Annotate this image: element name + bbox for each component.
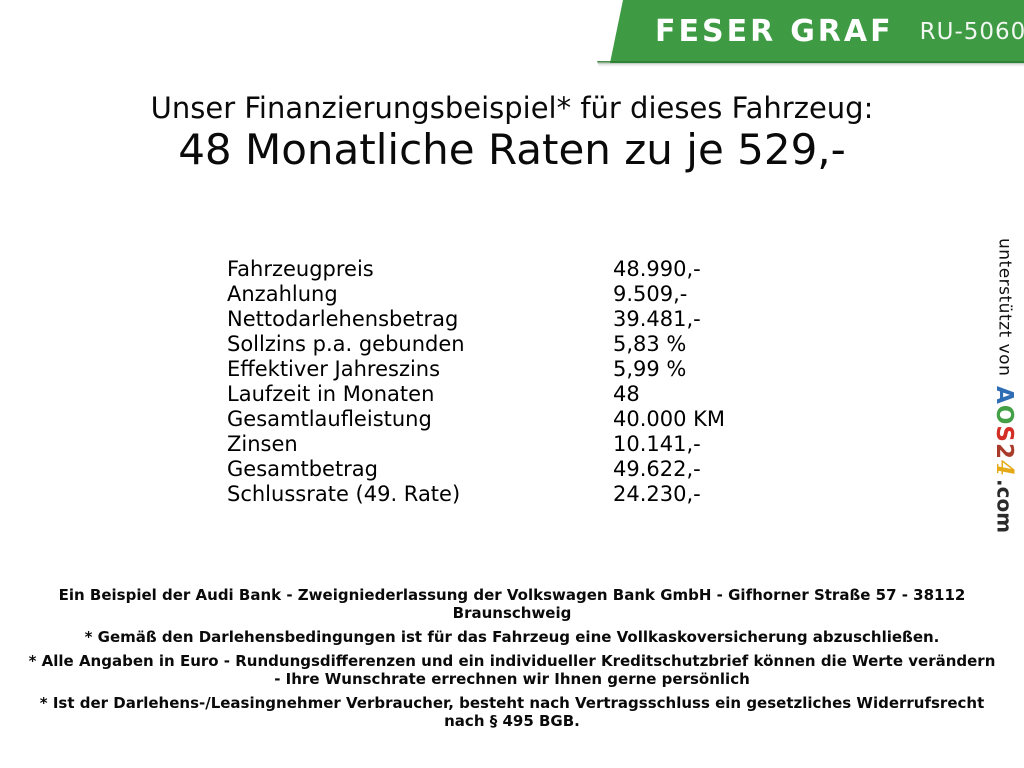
aos24-logo: AOS24	[991, 386, 1018, 477]
finance-table: Fahrzeugpreis 48.990,- Anzahlung 9.509,-…	[227, 257, 725, 507]
finance-row-label: Zinsen	[227, 432, 298, 456]
table-row: Zinsen 10.141,-	[227, 432, 725, 457]
withdrawal-disclaimer-line: nach § 495 BGB.	[444, 712, 580, 730]
euro-disclaimer-line: - Ihre Wunschrate errechnen wir Ihnen ge…	[274, 670, 750, 688]
table-row: Anzahlung 9.509,-	[227, 282, 725, 307]
finance-row-value: 40.000 KM	[613, 407, 726, 431]
brand-name-graf: GRAF	[790, 14, 894, 49]
table-row: Laufzeit in Monaten 48	[227, 382, 725, 407]
supported-by-label: unterstützt von	[994, 238, 1015, 377]
finance-row-label: Nettodarlehensbetrag	[227, 307, 459, 331]
monthly-rate-title: 48 Monatliche Raten zu je 529,-	[178, 125, 846, 174]
finance-row-value: 24.230,-	[613, 482, 701, 506]
finance-row-value: 39.481,-	[613, 307, 701, 331]
finance-row-label: Sollzins p.a. gebunden	[227, 332, 465, 356]
finance-row-value: 48.990,-	[613, 257, 701, 281]
aos24-letter-s: S	[991, 425, 1017, 444]
footer-disclaimer: Ein Beispiel der Audi Bank - Zweignieder…	[0, 586, 1024, 730]
bank-disclaimer-line: Braunschweig	[452, 604, 572, 622]
brand-name-feser: FESER	[655, 14, 777, 49]
table-row: Effektiver Jahreszins 5,99 %	[227, 357, 725, 382]
euro-disclaimer-line: * Alle Angaben in Euro - Rundungsdiffere…	[28, 652, 996, 670]
finance-row-value: 5,99 %	[613, 357, 687, 381]
finance-row-label: Fahrzeugpreis	[227, 257, 374, 281]
finance-row-value: 48	[613, 382, 640, 406]
finance-row-label: Gesamtlaufleistung	[227, 407, 432, 431]
finance-row-label: Effektiver Jahreszins	[227, 357, 441, 381]
aos24-digit-2: 2	[991, 443, 1017, 461]
finance-row-label: Laufzeit in Monaten	[227, 382, 435, 406]
finance-row-label: Anzahlung	[227, 282, 338, 306]
financing-example-subtitle: Unser Finanzierungsbeispiel* für dieses …	[150, 91, 874, 125]
headline-block: Unser Finanzierungsbeispiel* für dieses …	[0, 91, 1024, 175]
finance-row-value: 49.622,-	[613, 457, 701, 481]
supported-by-strip: unterstützt von AOS24 .com	[991, 238, 1018, 538]
finance-row-label: Gesamtbetrag	[227, 457, 379, 481]
vehicle-code: RU-5060H	[919, 18, 1024, 45]
finance-row-value: 5,83 %	[613, 332, 687, 356]
aos24-letter-a: A	[991, 386, 1017, 406]
bank-disclaimer-line: Ein Beispiel der Audi Bank - Zweignieder…	[58, 586, 966, 604]
table-row: Schlussrate (49. Rate) 24.230,-	[227, 482, 725, 507]
table-row: Gesamtlaufleistung 40.000 KM	[227, 407, 725, 432]
aos24-domain-suffix: .com	[992, 479, 1017, 534]
table-row: Gesamtbetrag 49.622,-	[227, 457, 725, 482]
withdrawal-disclaimer-line: * Ist der Darlehens-/Leasingnehmer Verbr…	[39, 694, 985, 712]
banner-shadow	[597, 61, 1024, 67]
table-row: Nettodarlehensbetrag 39.481,-	[227, 307, 725, 332]
dealer-banner: FESER GRAF RU-5060H	[597, 0, 1024, 63]
aos24-letter-o: O	[991, 405, 1017, 426]
table-row: Sollzins p.a. gebunden 5,83 %	[227, 332, 725, 357]
aos24-digit-4: 4	[991, 460, 1018, 478]
table-row: Fahrzeugpreis 48.990,-	[227, 257, 725, 282]
finance-row-value: 9.509,-	[613, 282, 688, 306]
dealer-banner-content: FESER GRAF RU-5060H	[655, 0, 1024, 63]
insurance-disclaimer-line: * Gemäß den Darlehensbedingungen ist für…	[84, 628, 940, 646]
finance-row-label: Schlussrate (49. Rate)	[227, 482, 461, 506]
finance-row-value: 10.141,-	[613, 432, 701, 456]
